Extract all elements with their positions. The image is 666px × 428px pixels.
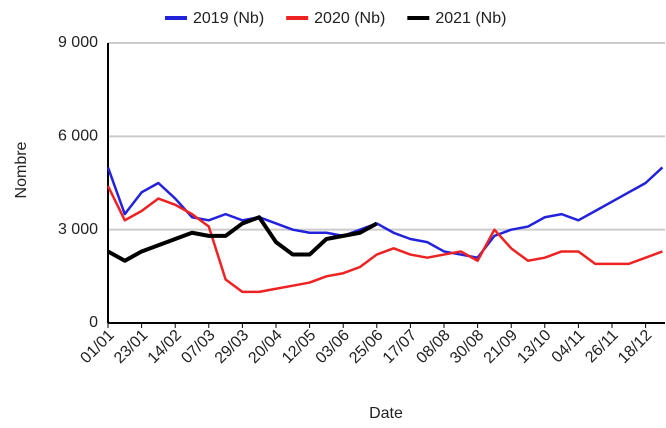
- x-tick-label: 08/08: [413, 327, 453, 367]
- x-tick-label: 18/12: [615, 327, 655, 367]
- x-tick-label: 26/11: [582, 327, 622, 367]
- line-series: [106, 166, 664, 259]
- legend-label: 2021 (Nb): [435, 10, 506, 27]
- x-tick-label: 04/11: [549, 327, 589, 367]
- legend-label: 2019 (Nb): [193, 10, 264, 27]
- x-tick-label: 17/07: [380, 327, 420, 367]
- x-tick-label: 13/10: [514, 327, 554, 367]
- x-tick-label: 23/01: [111, 327, 151, 367]
- x-tick-label: 29/03: [212, 327, 252, 367]
- y-tick-label: 6 000: [58, 128, 98, 145]
- x-tick-label: 21/09: [481, 327, 521, 367]
- x-tick-label: 25/06: [346, 327, 386, 367]
- legend-label: 2020 (Nb): [314, 10, 385, 27]
- line-series: [107, 215, 378, 263]
- x-tick-label: 01/01: [77, 327, 117, 367]
- y-tick-label: 9 000: [58, 34, 98, 51]
- x-tick-label: 03/06: [313, 327, 353, 367]
- x-axis-title: Date: [369, 405, 403, 422]
- y-tick-label: 0: [89, 314, 98, 331]
- x-tick-label: 20/04: [245, 327, 285, 367]
- x-tick-label: 14/02: [145, 327, 185, 367]
- line-series: [106, 185, 663, 294]
- y-axis-title: Nombre: [13, 141, 30, 198]
- y-tick-label: 3 000: [58, 221, 98, 238]
- x-tick-label: 07/03: [178, 327, 218, 367]
- x-tick-label: 30/08: [447, 327, 487, 367]
- x-tick-label: 12/05: [279, 327, 319, 367]
